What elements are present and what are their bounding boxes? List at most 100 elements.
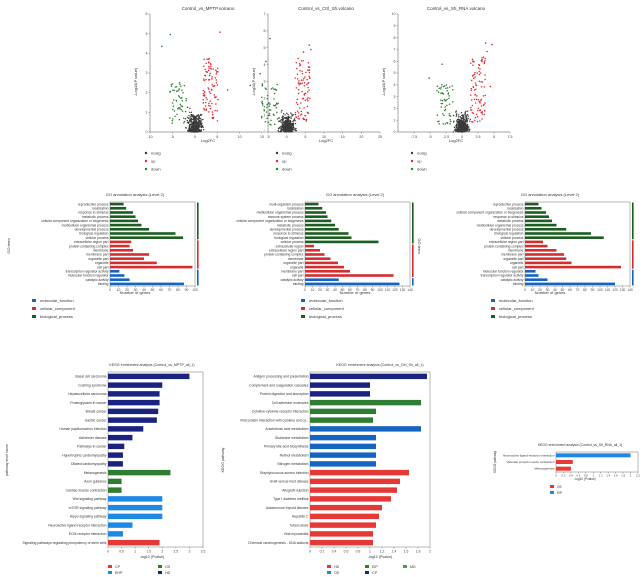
x-tick-label: 0.5 (119, 550, 124, 554)
down-point (272, 113, 275, 115)
up-point (300, 102, 302, 104)
nosig-point (197, 117, 200, 120)
plot-frame (107, 371, 204, 548)
legend-cp-swatch (365, 571, 369, 574)
nosig-point (294, 122, 297, 125)
up-point (479, 101, 481, 104)
x-tick-label: 1.6 (614, 474, 618, 478)
down-point (447, 92, 450, 94)
down-point (249, 84, 252, 87)
x-tick-label: -2.5 (443, 135, 449, 139)
legend-up-label: up (417, 159, 422, 164)
nosig-point (278, 117, 280, 119)
nosig-point (196, 114, 198, 117)
down-point (171, 122, 173, 124)
category-label: multicellular organismal process (62, 223, 109, 227)
down-point (176, 90, 179, 92)
legend-up-label: up (151, 159, 156, 164)
category-label: protein-containing complex (264, 253, 304, 257)
x-tick-label: 1.6 (404, 550, 409, 554)
nosig-point (455, 130, 457, 133)
up-point (297, 82, 300, 84)
volcano-ylabel: -Log10(P value) (251, 67, 256, 96)
legend-os-label: OS (165, 565, 171, 569)
x-tick-label: 40 (333, 288, 337, 292)
y-tick-label: 0 (264, 130, 266, 134)
nosig-point (465, 117, 467, 120)
category-label: cellular process (501, 236, 524, 240)
down-point (445, 84, 448, 86)
nosig-point (282, 119, 285, 121)
down-point (177, 107, 180, 109)
legend-hd-swatch (158, 571, 162, 574)
category-label: cellular component organization or bioge… (41, 219, 108, 223)
down-point (440, 86, 442, 88)
up-point (306, 83, 308, 86)
nosig-point (452, 114, 455, 117)
up-point (474, 119, 476, 122)
down-point (436, 114, 439, 116)
x-tick-label: 0.8 (356, 550, 361, 554)
category-label: response to stimulus (493, 215, 524, 219)
nosig-point (199, 120, 202, 122)
kegg-chart-mptp: KEGG enrichment analysis (Control_vs_MPT… (5, 363, 205, 575)
x-tick-label: 1 (592, 474, 594, 478)
nosig-point (190, 119, 192, 121)
x-tick-label: -5 (266, 135, 269, 139)
up-point (471, 60, 474, 62)
down-point (266, 117, 268, 120)
down-point (446, 87, 449, 89)
category-label: Type I diabetes mellitus (273, 497, 309, 501)
legend-down-label: down (282, 167, 292, 172)
up-point (473, 89, 476, 91)
down-point (265, 88, 267, 90)
group-bracket (632, 269, 634, 286)
bar (108, 461, 123, 467)
up-point (299, 107, 301, 109)
up-point (300, 113, 303, 115)
nosig-point (466, 127, 469, 130)
up-point (307, 97, 309, 99)
up-point (483, 86, 485, 88)
category-label: membrane part (86, 253, 108, 257)
up-point (301, 82, 303, 84)
up-point (484, 60, 486, 62)
nosig-point (197, 114, 199, 116)
bar (310, 434, 376, 441)
bar (305, 248, 320, 252)
down-point (441, 102, 444, 105)
x-tick-label: 80 (583, 288, 587, 292)
down-point (261, 83, 263, 85)
volcano-xlabel: Log2FC (201, 138, 215, 143)
up-point (482, 56, 485, 58)
volcano-title: Control_vs_Sh_RNA.volcano (427, 6, 486, 11)
down-point (449, 115, 452, 117)
nosig-point (192, 116, 194, 118)
nosig-point (283, 126, 285, 128)
category-label: membrane (288, 257, 304, 261)
kegg-xlabel: -log10 (Pvalue) (368, 555, 392, 559)
up-point (299, 83, 302, 85)
legend-cp-swatch (108, 565, 112, 568)
nosig-point (285, 127, 287, 130)
y-tick-label: 2 (264, 96, 266, 100)
nosig-point (200, 129, 203, 131)
down-point (184, 110, 187, 113)
bar (108, 513, 163, 520)
category-label: organelle (290, 265, 304, 269)
group-bracket (632, 240, 634, 269)
kegg-xlabel: -log10 (Pvalue) (140, 555, 164, 559)
up-point (308, 44, 311, 46)
x-tick-label: 10 (117, 288, 121, 292)
down-point (444, 109, 446, 112)
down-point (172, 108, 174, 111)
up-point (298, 83, 300, 86)
down-point (439, 88, 442, 90)
x-tick-label: 100 (597, 288, 603, 292)
up-point (202, 94, 205, 97)
bar (110, 253, 150, 256)
category-label: Graft-versus-host disease (270, 480, 309, 484)
up-point (481, 60, 483, 63)
legend-nosig-dot (144, 151, 148, 155)
nosig-point (457, 129, 460, 131)
